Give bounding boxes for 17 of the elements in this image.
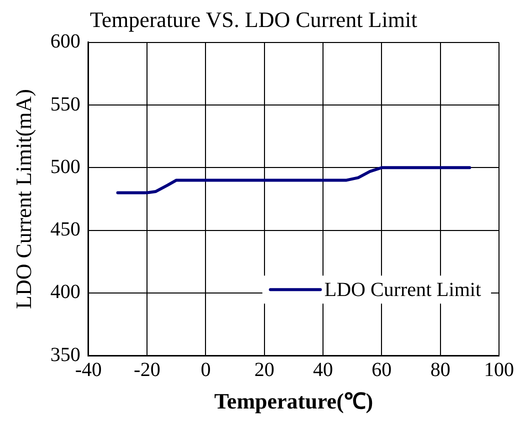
y-tick-label: 400 bbox=[50, 281, 80, 304]
y-tick-label: 600 bbox=[50, 30, 80, 53]
x-tick-label: 100 bbox=[484, 358, 514, 381]
x-tick-label: -20 bbox=[134, 358, 160, 381]
x-tick-label: 40 bbox=[313, 358, 334, 381]
x-axis-title: Temperature(℃) bbox=[214, 388, 374, 414]
x-tick-label: 80 bbox=[430, 358, 450, 381]
legend-label: LDO Current Limit bbox=[324, 278, 482, 301]
y-tick-label: 350 bbox=[50, 344, 80, 366]
x-tick-label: 20 bbox=[254, 358, 274, 381]
x-tick-label: 0 bbox=[200, 358, 211, 381]
x-tick-label: 60 bbox=[372, 358, 392, 381]
y-tick-label: 500 bbox=[50, 156, 80, 178]
chart-title: Temperature VS. LDO Current Limit bbox=[90, 6, 418, 32]
y-axis-title: LDO Current Limit(mA) bbox=[10, 89, 36, 309]
y-tick-label: 550 bbox=[50, 93, 80, 116]
y-tick-label: 450 bbox=[50, 218, 80, 241]
